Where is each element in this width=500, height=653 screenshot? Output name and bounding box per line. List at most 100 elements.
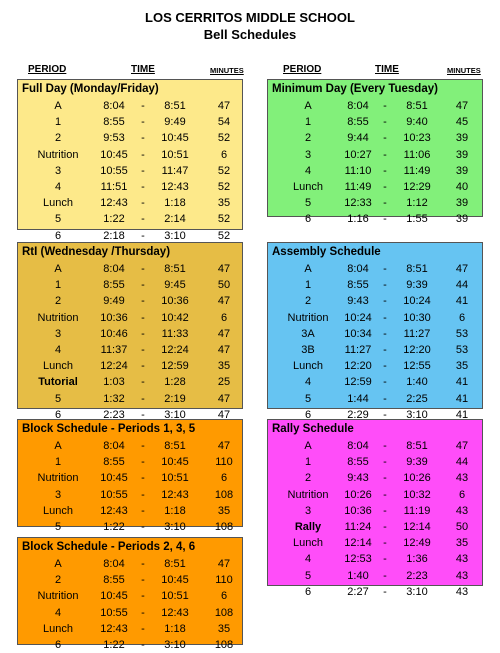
end-time-cell: 9:39 bbox=[406, 279, 428, 292]
time-separator: - bbox=[141, 488, 145, 501]
minutes-cell: 47 bbox=[455, 263, 469, 275]
schedule-row: 6 2:29 - 3:10 41 bbox=[268, 407, 482, 423]
start-time-cell: 12:53 bbox=[344, 553, 372, 566]
schedule-row: A 8:04 - 8:51 47 bbox=[18, 261, 242, 277]
end-time-cell: 10:45 bbox=[161, 456, 189, 469]
period-cell: Nutrition bbox=[37, 472, 79, 485]
end-time-cell: 8:51 bbox=[164, 558, 186, 570]
rti-schedule: RtI (Wednesday /Thursday) A 8:04 - 8:51 47 1 8:… bbox=[17, 242, 243, 421]
schedule-row: A 8:04 - 8:51 47 bbox=[268, 438, 482, 454]
period-cell: 1 bbox=[304, 116, 312, 129]
minutes-cell: 47 bbox=[217, 408, 231, 421]
time-separator: - bbox=[383, 327, 387, 340]
period-cell: 4 bbox=[54, 344, 62, 356]
end-time-cell: 1:18 bbox=[164, 622, 186, 635]
minutes-cell: 6 bbox=[458, 488, 466, 501]
time-separator: - bbox=[383, 197, 387, 210]
schedule-row: Lunch 12:43- 1:18 35 bbox=[18, 195, 242, 211]
time-separator: - bbox=[383, 376, 387, 389]
schedule-row: 1 8:55 - 9:39 44 bbox=[268, 277, 482, 293]
time-separator: - bbox=[383, 456, 387, 469]
start-time-cell: 12:59 bbox=[344, 376, 372, 389]
start-time-cell: 10:46 bbox=[100, 327, 128, 340]
minutes-cell: 6 bbox=[458, 311, 466, 324]
time-separator: - bbox=[141, 392, 145, 405]
start-time-cell: 1:22 bbox=[103, 213, 125, 226]
period-cell: Lunch bbox=[43, 360, 73, 373]
start-time-cell: 9:44 bbox=[347, 132, 369, 145]
start-time-cell: 8:04 bbox=[103, 263, 125, 275]
period-cell: A bbox=[54, 558, 62, 570]
schedule-row: Lunch 12:20- 12:55 35 bbox=[268, 358, 482, 374]
end-time-cell: 9:40 bbox=[406, 116, 428, 129]
minutes-cell: 35 bbox=[217, 360, 231, 373]
schedule-title: Block Schedule - Periods 2, 4, 6 bbox=[22, 541, 196, 553]
time-separator: - bbox=[383, 263, 387, 275]
period-cell: 2 bbox=[304, 472, 312, 485]
schedule-row: 5 1:32 - 2:19 47 bbox=[18, 391, 242, 407]
start-time-cell: 8:55 bbox=[103, 279, 125, 292]
period-cell: Lunch bbox=[293, 360, 323, 373]
start-time-cell: 11:49 bbox=[344, 181, 372, 193]
minutes-cell: 39 bbox=[455, 132, 469, 145]
start-time-cell: 9:43 bbox=[347, 295, 369, 308]
start-time-cell: 11:37 bbox=[100, 344, 128, 356]
end-time-cell: 12:24 bbox=[161, 344, 189, 356]
period-cell: 1 bbox=[54, 456, 62, 469]
time-separator: - bbox=[383, 504, 387, 517]
schedule-row: Lunch 12:14- 12:49 35 bbox=[268, 535, 482, 551]
time-separator: - bbox=[141, 408, 145, 421]
schedule-row: 5 1:44 - 2:25 41 bbox=[268, 391, 482, 407]
period-cell: 6 bbox=[54, 229, 62, 242]
header-period-left: PERIOD bbox=[28, 64, 67, 75]
period-cell: 5 bbox=[304, 392, 312, 405]
end-time-cell: 11:49 bbox=[403, 164, 431, 177]
period-cell: 1 bbox=[54, 116, 62, 129]
period-cell: 6 bbox=[54, 639, 62, 651]
start-time-cell: 8:55 bbox=[347, 116, 369, 129]
start-time-cell: 12:43 bbox=[100, 504, 128, 517]
period-cell: 2 bbox=[54, 132, 62, 145]
schedule-title: Block Schedule - Periods 1, 3, 5 bbox=[22, 423, 196, 435]
schedule-row: 1 8:55 - 10:45 110 bbox=[18, 454, 242, 470]
period-cell: Lunch bbox=[43, 504, 73, 517]
schedule-row: Tutorial 1:03 - 1:28 25 bbox=[18, 374, 242, 390]
minutes-cell: 47 bbox=[455, 440, 469, 452]
time-separator: - bbox=[141, 344, 145, 356]
schedule-row: Lunch 11:49- 12:29 40 bbox=[268, 179, 482, 195]
minutes-cell: 39 bbox=[455, 213, 469, 226]
time-separator: - bbox=[383, 181, 387, 193]
time-separator: - bbox=[141, 622, 145, 635]
end-time-cell: 8:51 bbox=[406, 263, 428, 275]
time-separator: - bbox=[141, 558, 145, 570]
schedule-row: 6 2:27 - 3:10 43 bbox=[268, 584, 482, 600]
minutes-cell: 44 bbox=[455, 456, 469, 469]
minutes-cell: 43 bbox=[455, 472, 469, 485]
start-time-cell: 12:24 bbox=[100, 360, 128, 373]
start-time-cell: 12:33 bbox=[344, 197, 372, 210]
end-time-cell: 12:43 bbox=[161, 181, 189, 193]
minutes-cell: 25 bbox=[217, 376, 231, 389]
end-time-cell: 12:49 bbox=[403, 537, 431, 550]
start-time-cell: 8:55 bbox=[103, 456, 125, 469]
end-time-cell: 11:27 bbox=[403, 327, 431, 340]
start-time-cell: 10:26 bbox=[344, 488, 372, 501]
schedule-row: 1 8:55 - 9:49 54 bbox=[18, 114, 242, 130]
period-cell: 1 bbox=[54, 279, 62, 292]
assembly-schedule: Assembly Schedule A 8:04 - 8:51 47 1 8:55 - 9:39 4… bbox=[267, 242, 483, 421]
schedule-row: 5 12:33- 1:12 39 bbox=[268, 195, 482, 211]
start-time-cell: 1:03 bbox=[103, 376, 125, 389]
minutes-cell: 54 bbox=[217, 116, 231, 129]
schedule-row: 5 1:22 - 3:10 108 bbox=[18, 519, 242, 535]
period-cell: 2 bbox=[54, 295, 62, 308]
end-time-cell: 11:33 bbox=[161, 327, 189, 340]
start-time-cell: 11:24 bbox=[344, 521, 372, 533]
time-separator: - bbox=[383, 116, 387, 129]
start-time-cell: 8:04 bbox=[103, 440, 125, 452]
end-time-cell: 10:23 bbox=[403, 132, 431, 145]
period-cell: 5 bbox=[304, 569, 312, 582]
minutes-cell: 47 bbox=[217, 100, 231, 112]
schedule-row: 4 11:51 - 12:43 52 bbox=[18, 179, 242, 195]
time-separator: - bbox=[383, 472, 387, 485]
start-time-cell: 8:04 bbox=[347, 263, 369, 275]
